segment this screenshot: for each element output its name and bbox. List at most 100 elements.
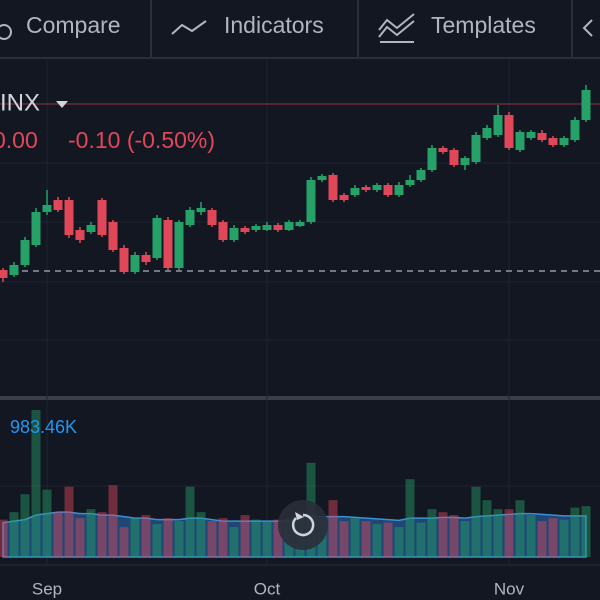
candle-body [152, 218, 162, 258]
reset-icon[interactable] [291, 513, 315, 537]
x-tick-label: Nov [494, 579, 525, 598]
candle-body [416, 170, 426, 180]
candle-body [163, 220, 173, 268]
legend-change: -0.10 (-0.50%) [68, 127, 215, 153]
candle-body [350, 188, 360, 195]
volume-bar [427, 509, 437, 557]
volume-bar [218, 518, 228, 557]
volume-bar [405, 479, 415, 557]
volume-bar [438, 512, 448, 557]
reset-icon-arrow[interactable] [295, 512, 304, 520]
candle-body [240, 228, 250, 232]
candle-body [504, 115, 514, 148]
volume-bar [196, 512, 206, 557]
candle-body [438, 148, 448, 152]
candle-body [570, 120, 580, 140]
volume-bar [449, 515, 459, 557]
volume-bar [163, 518, 173, 557]
volume-bar [339, 521, 349, 557]
volume-bar [548, 518, 558, 557]
reset-button[interactable] [278, 500, 328, 550]
toolbar [0, 0, 600, 58]
back-icon[interactable] [582, 19, 593, 37]
candle-body [383, 185, 393, 195]
candle-body [482, 128, 492, 138]
volume-bar [9, 512, 19, 557]
candle-body [328, 175, 338, 200]
volume-bar [108, 485, 118, 557]
compare-button[interactable]: Compare [26, 12, 121, 38]
volume-bar [207, 521, 217, 557]
candle-body [262, 225, 272, 230]
candle-body [537, 133, 547, 140]
volume-bar [361, 521, 371, 557]
candle-body [559, 138, 569, 145]
candle-body [42, 205, 52, 212]
candle-body [581, 90, 591, 120]
templates-button[interactable]: Templates [431, 12, 536, 38]
candle-body [86, 225, 96, 232]
volume-bar [515, 500, 525, 557]
volume-bar [372, 524, 382, 557]
candle-body [9, 265, 19, 275]
candle-body [229, 228, 239, 240]
candle-body [31, 212, 41, 245]
candle-body [196, 208, 206, 212]
candle-body [284, 222, 294, 230]
volume-bar [31, 409, 41, 557]
volume-bar [526, 515, 536, 557]
indicators-button[interactable]: Indicators [224, 12, 324, 38]
volume-label: 983.46K [10, 417, 77, 437]
candle-body [526, 132, 536, 138]
volume-bar [559, 519, 569, 557]
volume-bar [174, 521, 184, 557]
volume-bar [570, 507, 580, 557]
volume-bar [493, 509, 503, 557]
candle-body [394, 185, 404, 195]
candle-body [317, 176, 327, 180]
candle-body [427, 148, 437, 170]
volume-bar [350, 518, 360, 557]
volume-bar [20, 494, 30, 557]
templates-icon[interactable] [378, 13, 415, 43]
volume-bar [471, 486, 481, 557]
volume-bar [251, 519, 261, 557]
candle-body [471, 135, 481, 162]
volume-bar [185, 486, 195, 557]
volume-bar [53, 512, 63, 557]
candle-body [64, 200, 74, 235]
volume-bar [130, 518, 140, 557]
volume-bar [240, 515, 250, 557]
volume-bar [64, 486, 74, 557]
candle-body [0, 270, 8, 278]
candle-body [119, 248, 129, 272]
candle-body [108, 222, 118, 250]
volume-bar [141, 515, 151, 557]
volume-bar [75, 518, 85, 557]
volume-bar [0, 519, 8, 557]
candle-body [130, 255, 140, 272]
indicators-icon[interactable] [171, 20, 207, 35]
volume-bar [537, 521, 547, 557]
volume-bar [152, 524, 162, 557]
candle-body [339, 195, 349, 200]
volume-bar [119, 527, 129, 557]
candle-body [460, 158, 470, 165]
x-tick-label: Oct [254, 579, 281, 598]
volume-bar [504, 509, 514, 557]
volume-bar [97, 512, 107, 557]
candle-body [218, 222, 228, 240]
volume-bar [328, 500, 338, 557]
candle-body [273, 225, 283, 230]
candle-body [372, 185, 382, 190]
volume-bar [394, 527, 404, 557]
volume-bar [262, 521, 272, 557]
volume-bar [416, 522, 426, 557]
volume-bar [460, 521, 470, 557]
x-tick-label: Sep [32, 579, 62, 598]
symbol-dropdown[interactable] [56, 101, 68, 108]
compare-icon[interactable] [0, 24, 12, 40]
